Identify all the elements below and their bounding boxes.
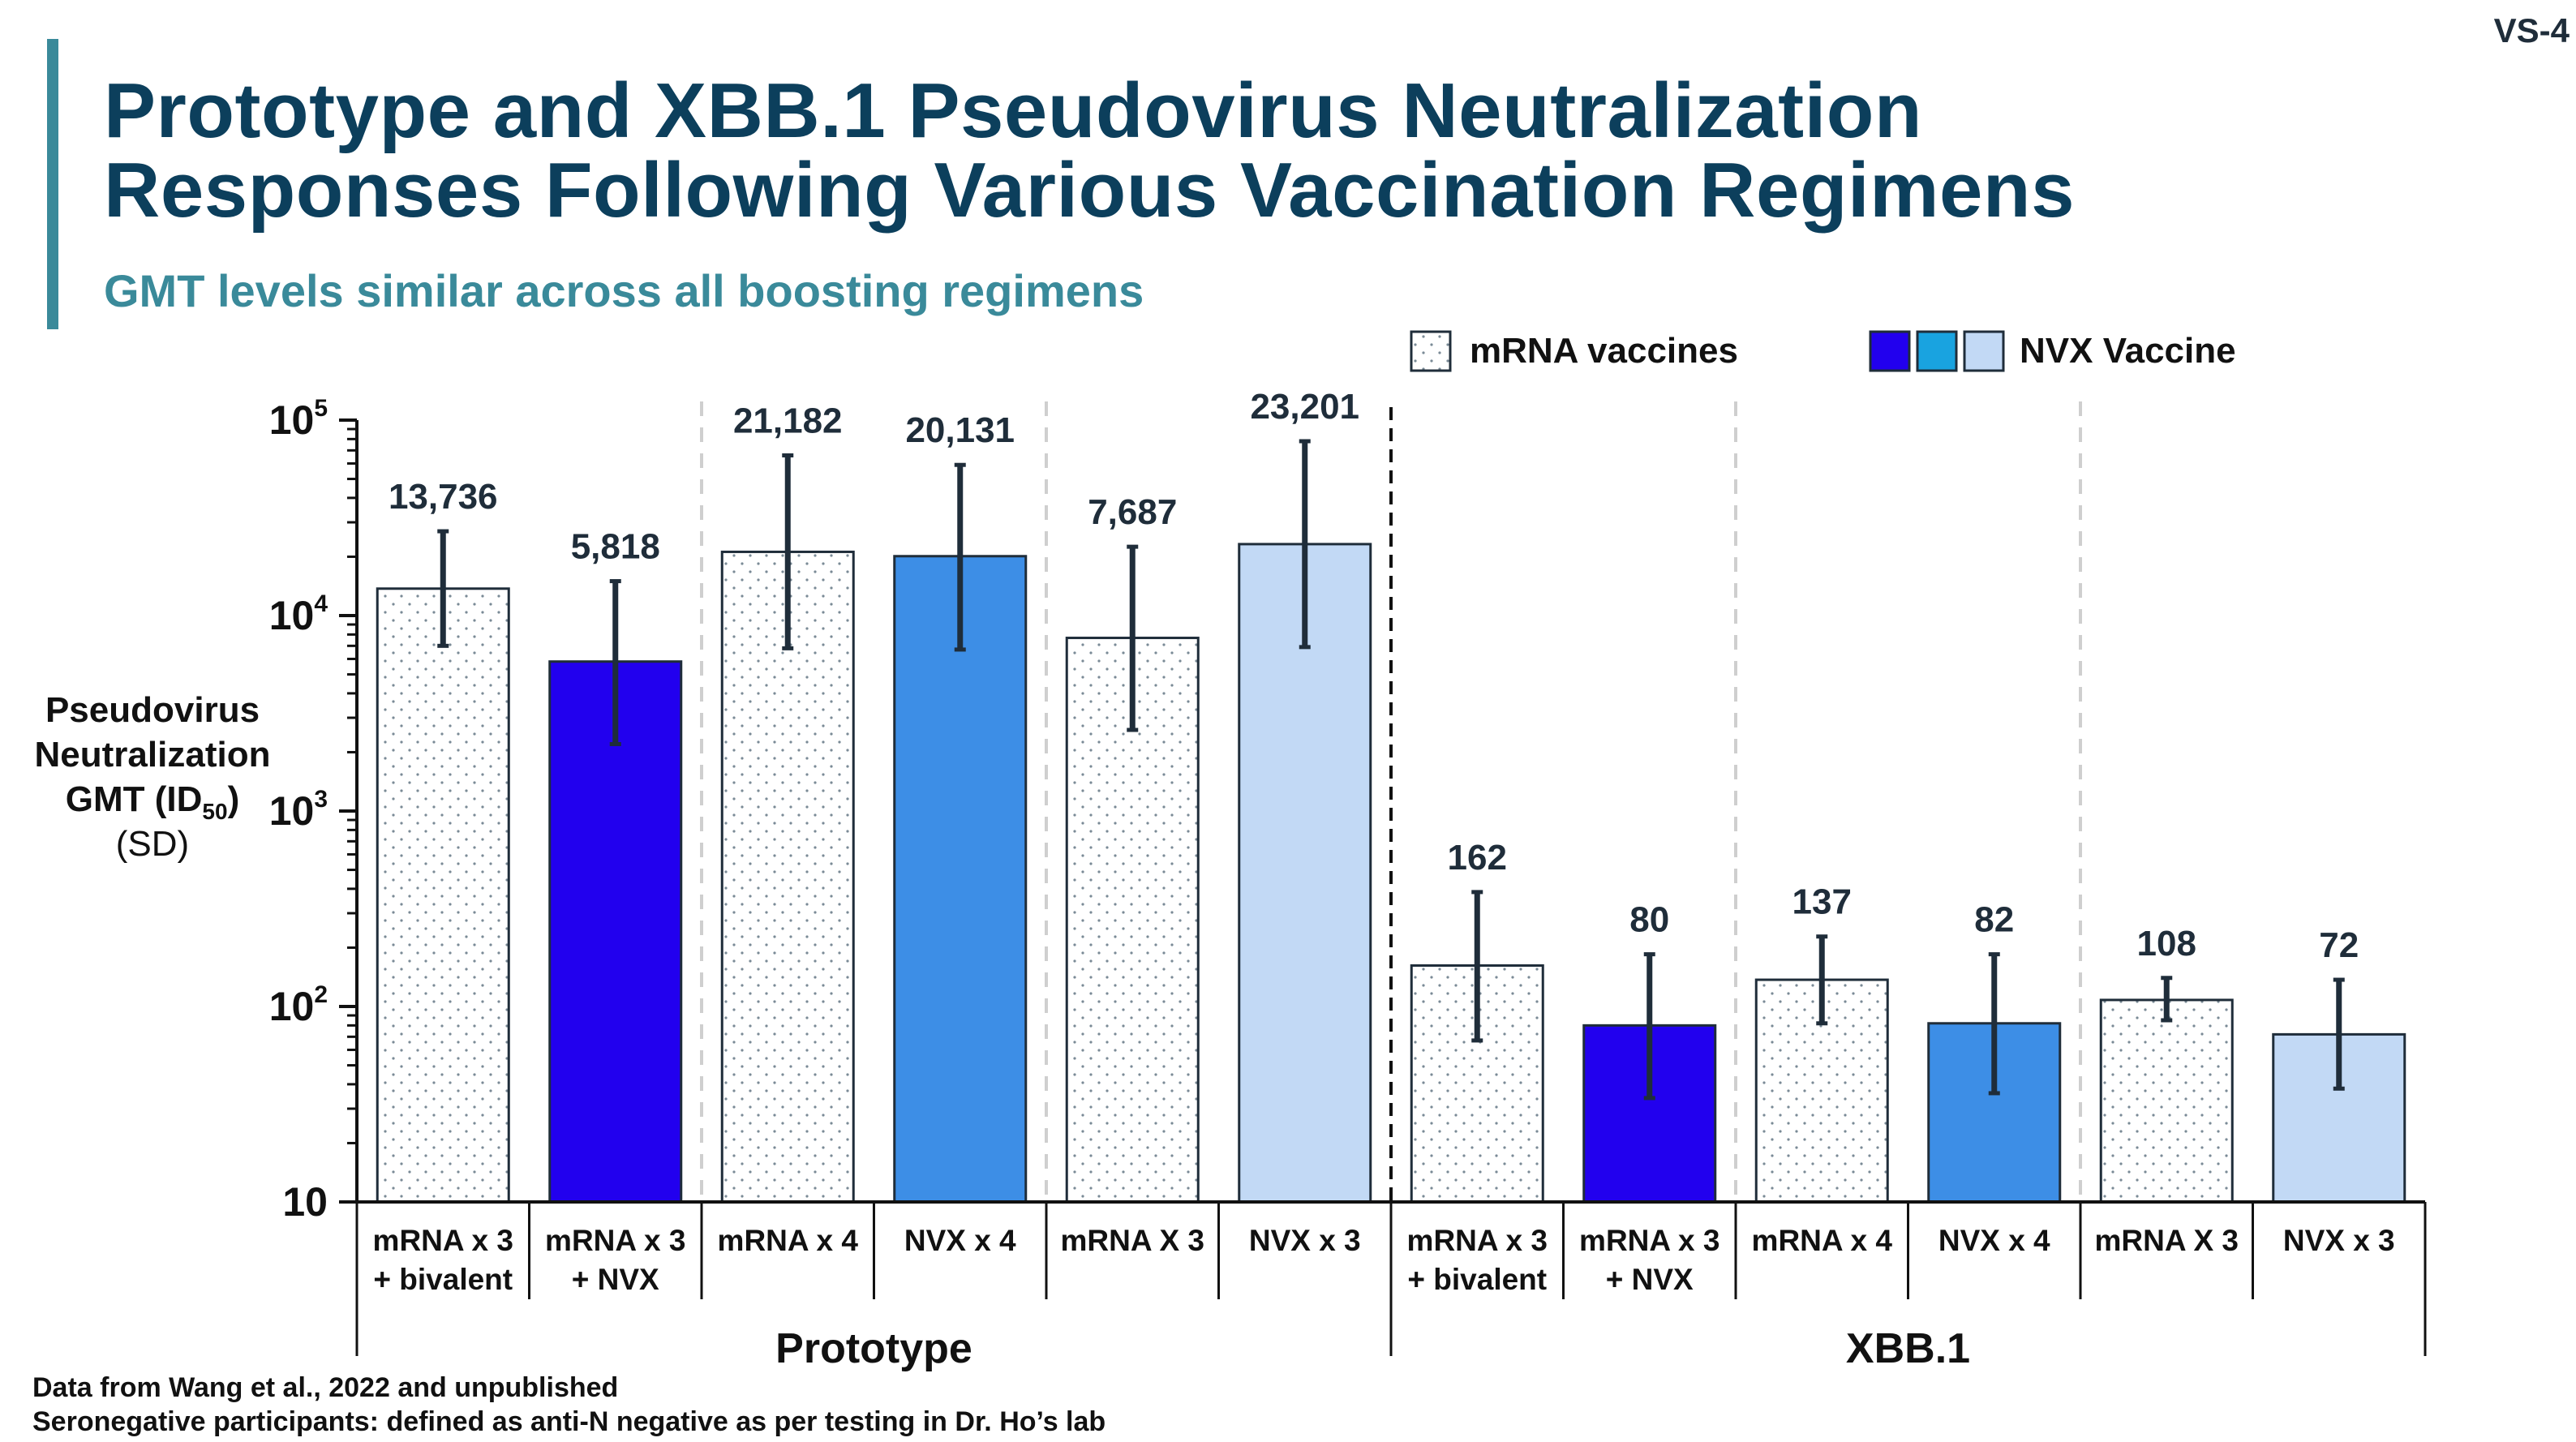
slide-title: Prototype and XBB.1 Pseudovirus Neutrali… bbox=[104, 71, 2075, 230]
group-separators bbox=[700, 401, 2082, 1202]
category-label: mRNA X 3 bbox=[2094, 1224, 2239, 1257]
category-label: NVX x 4 bbox=[904, 1224, 1016, 1257]
category-label-line2: + NVX bbox=[572, 1263, 659, 1296]
category-label: mRNA x 3 bbox=[1579, 1224, 1719, 1257]
x-categories: mRNA x 3 + bivalent mRNA x 3 + NVX mRNA x 4 N… bbox=[355, 1202, 2427, 1372]
y-label-line4: (SD) bbox=[116, 824, 189, 864]
title-line-2: Responses Following Various Vaccination … bbox=[104, 147, 2075, 234]
y-tick-label: 103 bbox=[269, 786, 328, 834]
bar-chart: mRNA vaccines NVX Vaccine Pseudovirus Neut… bbox=[35, 330, 2427, 1372]
bar bbox=[2099, 998, 2234, 1204]
slide-number: VS-4 bbox=[2493, 11, 2570, 49]
bar-value-label: 162 bbox=[1448, 838, 1507, 878]
category-label: NVX x 3 bbox=[1249, 1224, 1361, 1257]
category-label: mRNA X 3 bbox=[1060, 1224, 1204, 1257]
legend-swatch-mrna bbox=[1410, 330, 1452, 372]
category-label: NVX x 4 bbox=[1938, 1224, 2050, 1257]
y-label-line1: Pseudovirus bbox=[45, 690, 260, 730]
y-tick-label: 105 bbox=[269, 395, 328, 443]
category-label: mRNA x 3 bbox=[373, 1224, 513, 1257]
category-label-line2: + NVX bbox=[1606, 1263, 1694, 1296]
group-label: XBB.1 bbox=[1846, 1325, 1970, 1372]
bar bbox=[893, 555, 1028, 1204]
accent-bar bbox=[47, 39, 58, 329]
footnote-1: Data from Wang et al., 2022 and unpublis… bbox=[32, 1372, 619, 1403]
category-label: mRNA x 3 bbox=[1407, 1224, 1548, 1257]
bar-value-label: 80 bbox=[1629, 900, 1669, 940]
bar-value-label: 20,131 bbox=[905, 410, 1015, 450]
bar bbox=[376, 587, 510, 1204]
footnote-2: Seronegative participants: defined as an… bbox=[32, 1406, 1106, 1437]
slide-subtitle: GMT levels similar across all boosting r… bbox=[104, 265, 1144, 316]
bar bbox=[1927, 1022, 2062, 1204]
legend-swatch-nvx bbox=[1916, 330, 1958, 372]
category-label: NVX x 3 bbox=[2283, 1224, 2395, 1257]
legend-swatch-nvx bbox=[1963, 330, 2005, 372]
bar-value-label: 137 bbox=[1792, 882, 1852, 922]
bar-value-label: 5,818 bbox=[571, 527, 660, 567]
category-label: mRNA x 4 bbox=[1752, 1224, 1893, 1257]
bar-value-label: 13,736 bbox=[389, 477, 498, 517]
y-ticks: 10 102 103 104 105 bbox=[269, 395, 357, 1225]
bar-value-label: 82 bbox=[1974, 900, 2014, 940]
bar-value-label: 108 bbox=[2137, 924, 2196, 963]
bar-value-label: 7,687 bbox=[1088, 492, 1177, 532]
y-tick-label: 10 bbox=[282, 1179, 328, 1225]
bar-value-label: 72 bbox=[2319, 925, 2359, 965]
bars: 13,736 5,818 21,182 20,131 7,687 23,201 162 80 1… bbox=[376, 387, 2406, 1204]
legend-swatch-nvx bbox=[1869, 330, 1911, 372]
legend-label-mrna: mRNA vaccines bbox=[1470, 331, 1738, 371]
legend-label-nvx: NVX Vaccine bbox=[2020, 331, 2236, 371]
category-label-line2: + bivalent bbox=[373, 1263, 513, 1296]
bar bbox=[548, 660, 683, 1204]
legend: mRNA vaccines NVX Vaccine bbox=[1410, 330, 2236, 372]
bar-value-label: 23,201 bbox=[1250, 387, 1359, 427]
category-label: mRNA x 4 bbox=[718, 1224, 859, 1257]
y-tick-label: 104 bbox=[269, 590, 328, 638]
category-label: mRNA x 3 bbox=[545, 1224, 685, 1257]
group-label: Prototype bbox=[775, 1325, 972, 1372]
bar bbox=[1238, 543, 1372, 1204]
footnotes: Data from Wang et al., 2022 and unpublis… bbox=[32, 1371, 1106, 1439]
bar-value-label: 21,182 bbox=[733, 401, 843, 440]
bar bbox=[720, 550, 855, 1204]
category-label-line2: + bivalent bbox=[1407, 1263, 1547, 1296]
y-label-line2: Neutralization bbox=[35, 735, 271, 775]
title-line-1: Prototype and XBB.1 Pseudovirus Neutrali… bbox=[104, 67, 1923, 154]
y-label-line3: GMT (ID50) bbox=[66, 779, 239, 824]
y-tick-label: 102 bbox=[269, 981, 328, 1029]
